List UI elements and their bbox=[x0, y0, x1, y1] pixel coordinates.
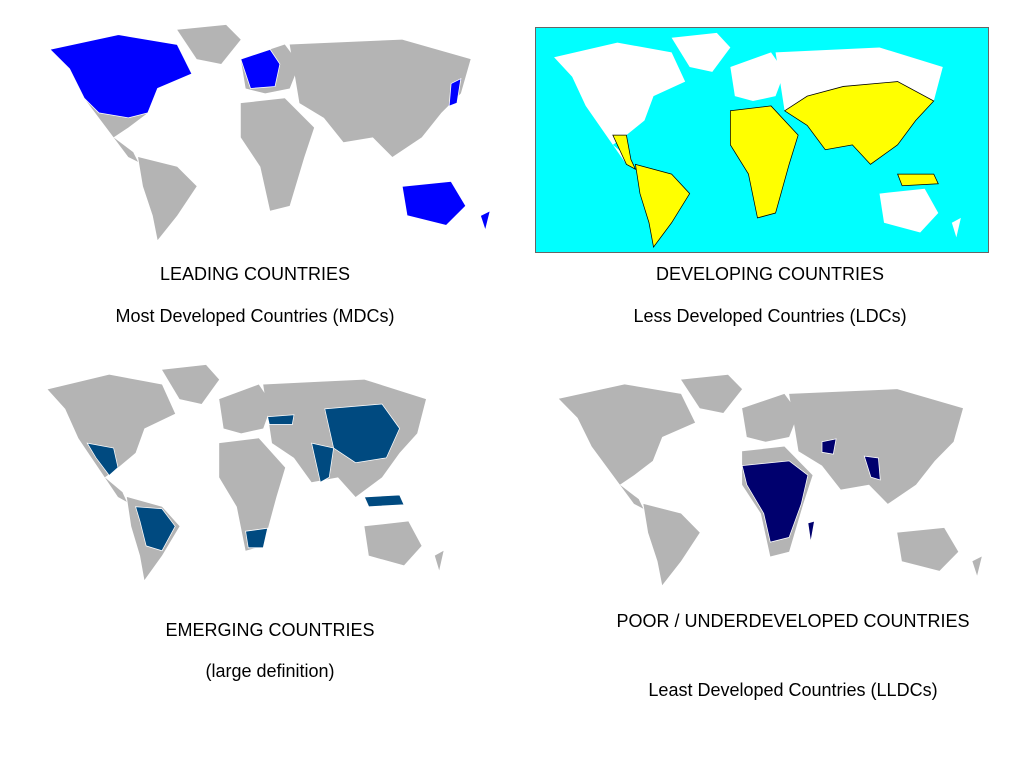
caption-title: EMERGING COUNTRIES bbox=[165, 620, 375, 640]
map-leading bbox=[49, 20, 491, 245]
map-developing bbox=[535, 27, 989, 253]
caption-subtitle: (large definition) bbox=[205, 661, 335, 681]
caption-title: DEVELOPING COUNTRIES bbox=[655, 264, 885, 284]
caption-subtitle: Less Developed Countries (LDCs) bbox=[633, 306, 907, 326]
caption-subtitle: Least Developed Countries (LLDCs) bbox=[648, 680, 938, 700]
caption-title: POOR / UNDERDEVELOPED COUNTRIES bbox=[616, 611, 970, 631]
map-emerging bbox=[30, 360, 470, 585]
caption-title: LEADING COUNTRIES bbox=[159, 264, 351, 284]
map-poor bbox=[540, 370, 1010, 590]
caption-subtitle: Most Developed Countries (MDCs) bbox=[115, 306, 395, 326]
